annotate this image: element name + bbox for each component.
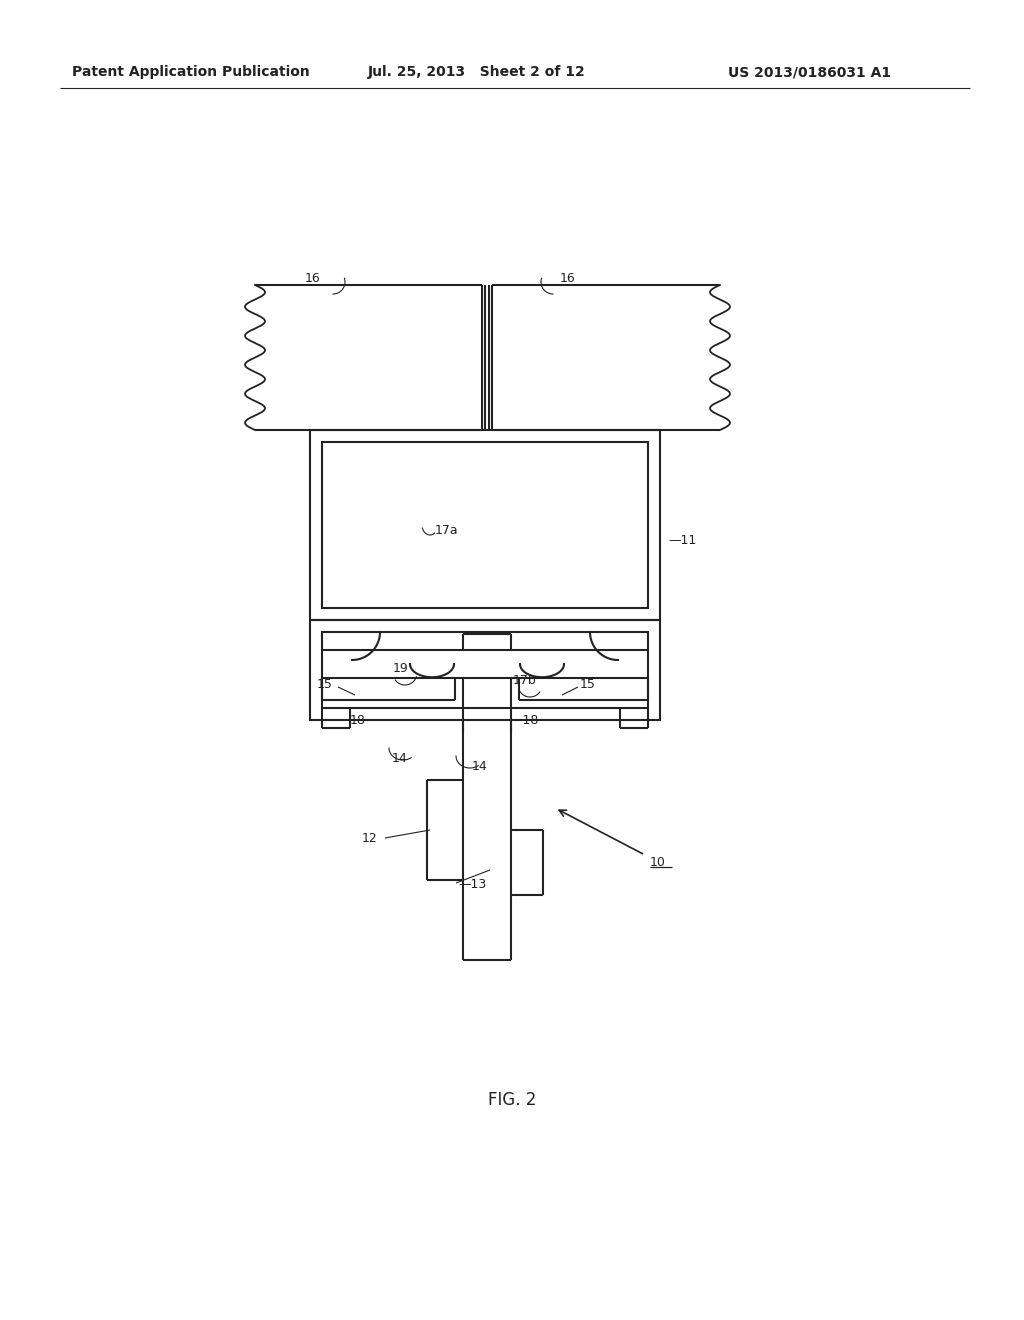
Text: 16: 16 bbox=[305, 272, 321, 285]
Text: 16: 16 bbox=[560, 272, 575, 285]
Text: 17a: 17a bbox=[435, 524, 459, 536]
Text: 17b: 17b bbox=[513, 673, 537, 686]
Text: 15: 15 bbox=[580, 677, 596, 690]
Text: Patent Application Publication: Patent Application Publication bbox=[72, 65, 309, 79]
Text: 10: 10 bbox=[650, 855, 666, 869]
Bar bbox=[322, 632, 648, 708]
Text: 15: 15 bbox=[317, 677, 333, 690]
Bar bbox=[310, 430, 660, 620]
Text: 19: 19 bbox=[393, 661, 409, 675]
Text: 14: 14 bbox=[392, 751, 408, 764]
Text: 14: 14 bbox=[472, 759, 487, 772]
Bar bbox=[310, 620, 660, 719]
Text: US 2013/0186031 A1: US 2013/0186031 A1 bbox=[728, 65, 891, 79]
Bar bbox=[322, 442, 648, 609]
Text: 12: 12 bbox=[362, 832, 378, 845]
Text: FIG. 2: FIG. 2 bbox=[487, 1092, 537, 1109]
Text: —11: —11 bbox=[668, 533, 696, 546]
Text: —13: —13 bbox=[458, 879, 486, 891]
Text: Jul. 25, 2013   Sheet 2 of 12: Jul. 25, 2013 Sheet 2 of 12 bbox=[368, 65, 586, 79]
Text: 18—: 18— bbox=[350, 714, 379, 726]
Text: —18: —18 bbox=[510, 714, 539, 726]
